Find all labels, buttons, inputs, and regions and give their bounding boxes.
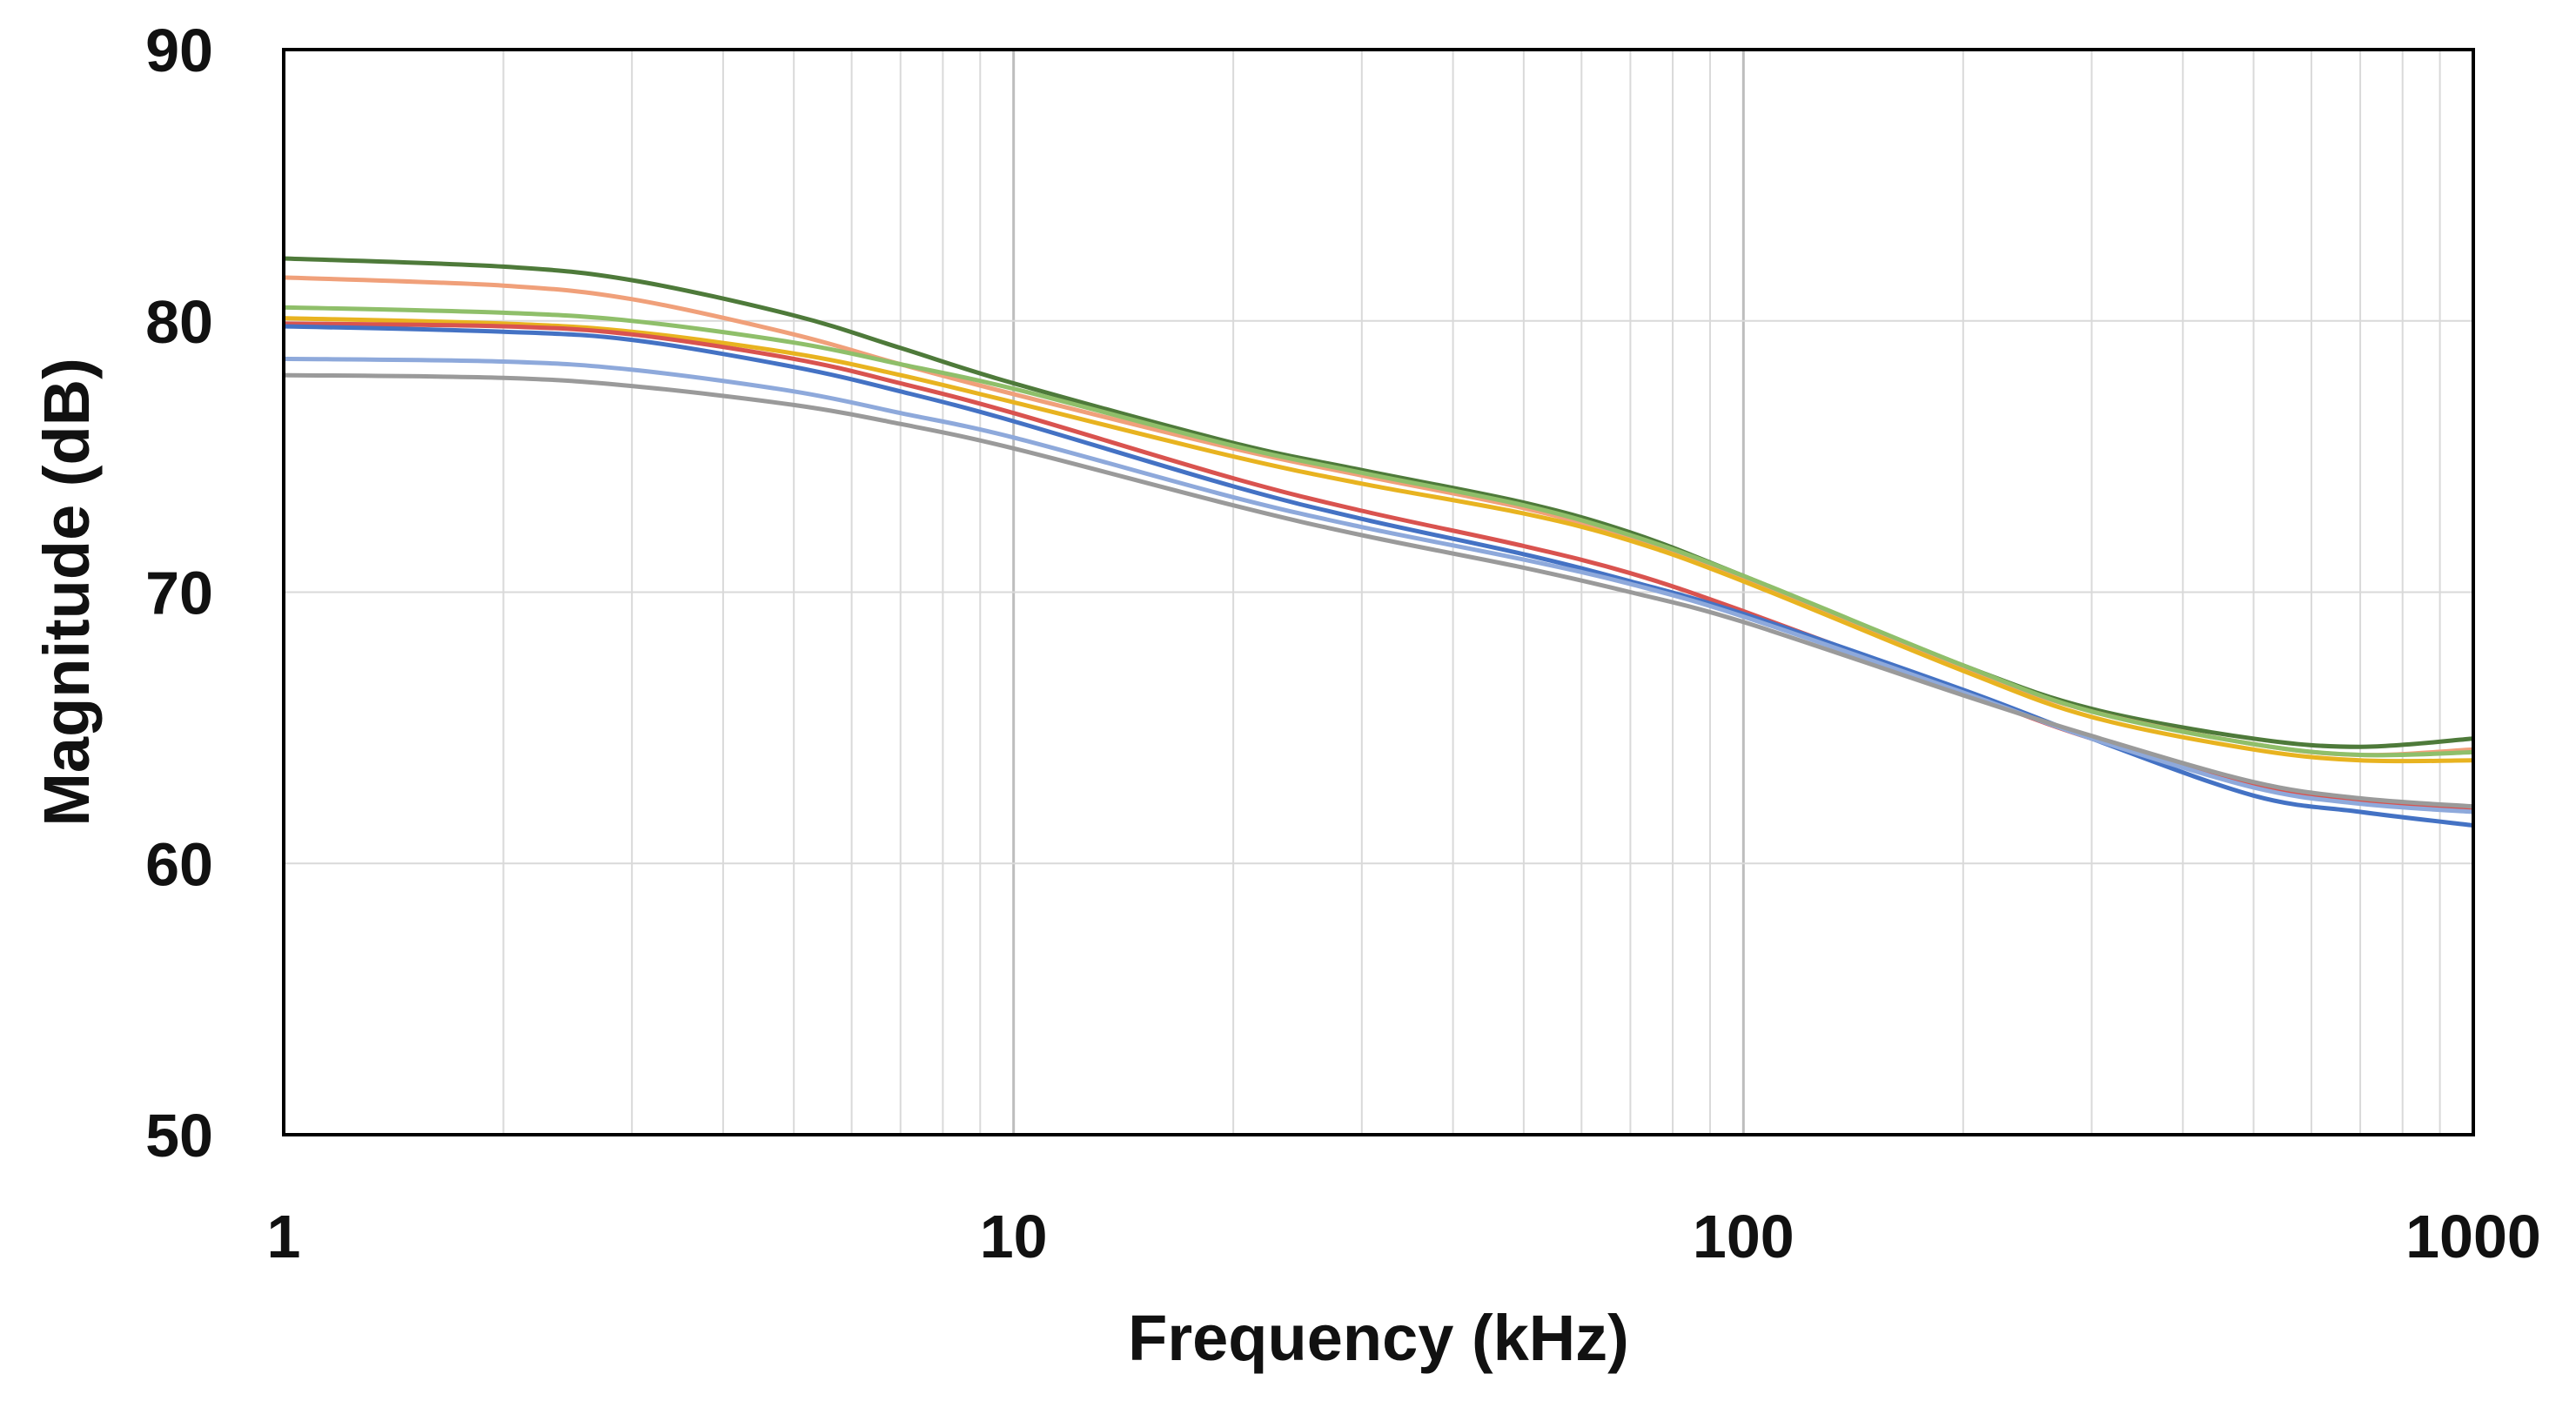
- series-line-curve-3: [283, 305, 2474, 758]
- data-series: [283, 256, 2474, 828]
- y-tick-label: 90: [145, 17, 213, 84]
- x-tick-label: 1000: [2405, 1203, 2541, 1270]
- x-axis-title: Frequency (kHz): [1128, 1302, 1629, 1374]
- grid-lines: [284, 50, 2473, 1135]
- series-line-curve-4: [283, 316, 2474, 764]
- y-tick-label: 70: [145, 560, 213, 627]
- x-tick-label: 100: [1693, 1203, 1794, 1270]
- x-tick-label: 1: [267, 1203, 301, 1270]
- series-line-curve-8: [283, 372, 2474, 809]
- y-tick-label: 80: [145, 288, 213, 356]
- y-tick-label: 50: [145, 1102, 213, 1170]
- tick-labels: 1 10 100 1000 50 60 70 80 90: [145, 17, 2541, 1270]
- plot-area-border: [282, 48, 2475, 1136]
- series-line-curve-6: [283, 324, 2474, 828]
- x-tick-label: 10: [980, 1203, 1048, 1270]
- y-axis-title: Magnitude (dB): [30, 358, 103, 826]
- series-line-curve-1: [283, 256, 2474, 749]
- series-line-curve-5: [283, 321, 2474, 812]
- series-line-curve-7: [283, 356, 2474, 814]
- y-tick-label: 60: [145, 830, 213, 898]
